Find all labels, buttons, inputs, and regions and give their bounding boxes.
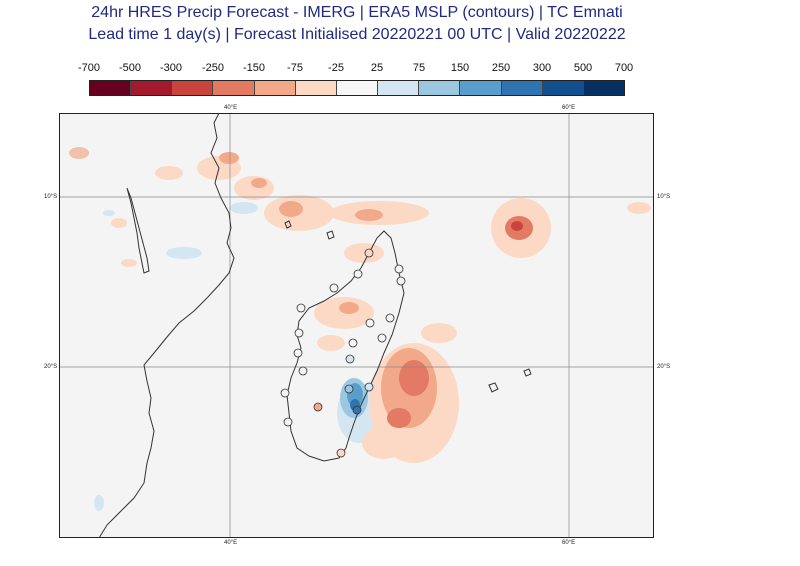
lake-malawi-outline — [126, 187, 150, 274]
precip-patch-dark-red — [511, 221, 523, 231]
station-marker — [364, 248, 374, 258]
colorbar-label: -250 — [201, 62, 225, 74]
station-marker — [294, 328, 304, 338]
station-marker — [298, 366, 308, 376]
lat-tick-label: 10°S — [657, 194, 671, 200]
precip-patch-light-red — [251, 178, 267, 188]
precip-patch-light-red — [627, 202, 651, 214]
lon-tick-label: 40°E — [224, 105, 238, 111]
reunion-island — [488, 382, 499, 393]
precip-patch-red — [355, 209, 383, 221]
lon-tick-label: 40°E — [224, 540, 238, 546]
colorbar-segment — [172, 81, 214, 95]
lon-tick-label: 60°E — [562, 105, 576, 111]
coastlines — [98, 113, 532, 538]
precip-map — [59, 113, 654, 538]
colorbar-label: 150 — [450, 62, 470, 74]
colorbar-label: 250 — [491, 62, 511, 74]
colorbar-segment — [254, 81, 296, 95]
lon-tick-label: 60°E — [562, 540, 576, 546]
station-marker — [313, 402, 323, 412]
colorbar-label: -500 — [118, 62, 142, 74]
precip-patch-light-blue — [166, 247, 202, 259]
colorbar-segment — [419, 81, 461, 95]
station-markers — [280, 248, 406, 458]
station-marker — [296, 303, 306, 313]
precip-patch-light-red — [219, 152, 239, 164]
colorbar-segment — [501, 81, 543, 95]
precip-patch-red — [387, 408, 411, 428]
colorbar-segment — [378, 81, 420, 95]
station-marker — [280, 388, 290, 398]
colorbar-segment — [542, 81, 584, 95]
lat-tick-label: 20°S — [657, 364, 671, 370]
station-marker — [344, 384, 354, 394]
colorbar-segment — [336, 81, 379, 95]
precip-patch-red — [279, 201, 303, 217]
precip-patch-red — [339, 302, 359, 314]
station-marker — [365, 318, 375, 328]
station-marker — [394, 264, 404, 274]
precip-patch-light-red — [155, 166, 183, 180]
colorbar-label: -700 — [77, 62, 101, 74]
precip-patch-light-red — [317, 335, 345, 351]
precip-patch-light-red — [69, 147, 89, 159]
colorbar-segment — [460, 81, 502, 95]
station-marker — [348, 338, 358, 348]
madagascar-coastline — [286, 230, 405, 462]
comoros-island — [326, 230, 335, 240]
mauritius-island — [523, 368, 532, 377]
precip-patch-light-blue — [94, 495, 104, 511]
station-marker — [352, 405, 362, 415]
station-marker — [283, 417, 293, 427]
station-marker — [336, 448, 346, 458]
colorbar — [89, 80, 625, 96]
colorbar-segment — [213, 81, 255, 95]
precip-patch-light-red — [421, 323, 457, 343]
precip-patch-light-blue — [103, 210, 115, 216]
colorbar-label: 300 — [532, 62, 552, 74]
colorbar-label: -150 — [242, 62, 266, 74]
lat-tick-label: 10°S — [44, 194, 58, 200]
colorbar-segment — [583, 81, 625, 95]
graticule — [59, 113, 654, 538]
precip-patch-red — [399, 360, 429, 396]
precip-patch-light-red — [111, 218, 127, 228]
station-marker — [353, 269, 363, 279]
station-marker — [364, 382, 374, 392]
station-marker — [293, 348, 303, 358]
precip-patch-light-red — [121, 259, 137, 267]
colorbar-segment — [295, 81, 337, 95]
station-marker — [377, 333, 387, 343]
station-marker — [345, 354, 355, 364]
station-marker — [396, 276, 406, 286]
colorbar-label: 500 — [573, 62, 593, 74]
colorbar-segment — [131, 81, 173, 95]
colorbar-label: 25 — [370, 62, 384, 74]
colorbar-segment — [90, 81, 132, 95]
title-line-2: Lead time 1 day(s) | Forecast Initialise… — [88, 26, 626, 43]
lat-tick-label: 20°S — [44, 364, 58, 370]
colorbar-label: 75 — [412, 62, 426, 74]
colorbar-label: -25 — [328, 62, 344, 74]
precip-patch-light-red — [344, 243, 384, 263]
station-marker — [385, 313, 395, 323]
map-frame — [59, 113, 654, 538]
precip-patch-light-red — [362, 427, 406, 459]
africa-coastline — [98, 113, 235, 538]
colorbar-label: -75 — [287, 62, 303, 74]
colorbar-label: -300 — [159, 62, 183, 74]
precip-patch-light-blue — [230, 202, 258, 214]
comoros-island — [284, 220, 292, 229]
colorbar-label: 700 — [614, 62, 634, 74]
title-line-1: 24hr HRES Precip Forecast - IMERG | ERA5… — [91, 4, 623, 21]
station-marker — [329, 283, 339, 293]
